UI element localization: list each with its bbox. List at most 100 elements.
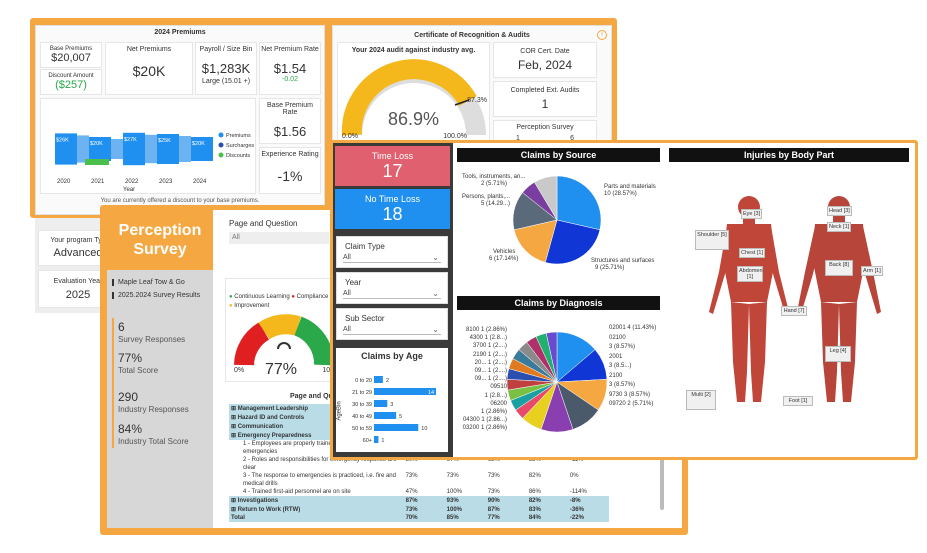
chevron-down-icon[interactable]: ⌄ bbox=[432, 325, 439, 334]
perception-gauge-min: 0% bbox=[234, 367, 245, 374]
body-abdomen[interactable]: Abdomen [1] bbox=[737, 266, 763, 282]
premium-year-2: 2022 bbox=[125, 179, 139, 185]
premium-bar-0[interactable] bbox=[55, 133, 77, 165]
table-cell-label: ⊞ Investigations bbox=[231, 498, 279, 504]
table-row[interactable]: Total 70% 85% 77% 84% -22% bbox=[229, 514, 609, 522]
table-cell-label: Total bbox=[231, 515, 245, 521]
body-chest[interactable]: Chest [1] bbox=[739, 248, 766, 258]
table-row[interactable]: clear bbox=[229, 464, 609, 472]
audit-gauge-max: 100.0% bbox=[443, 133, 467, 140]
body-shoulder[interactable]: Shoulder [5] bbox=[695, 230, 729, 250]
no-time-loss-card[interactable]: No Time Loss 18 bbox=[335, 189, 450, 229]
premium-bar-1[interactable] bbox=[89, 137, 111, 161]
net-premiums-card: Net Premiums $20K bbox=[105, 42, 193, 95]
premium-year-4: 2024 bbox=[193, 179, 207, 185]
claim-type-value[interactable]: All bbox=[343, 254, 441, 263]
premium-ribbon-2 bbox=[145, 134, 157, 164]
page-question-select[interactable]: All bbox=[229, 232, 329, 244]
body-back[interactable]: Back [8] bbox=[825, 260, 853, 276]
table-cell-value: -22% bbox=[569, 515, 584, 521]
premium-bar-3[interactable] bbox=[157, 134, 179, 164]
premium-bar-2[interactable] bbox=[123, 132, 145, 166]
age-bar-2[interactable] bbox=[374, 400, 388, 407]
body-leg[interactable]: Leg [4] bbox=[825, 346, 851, 362]
info-icon[interactable]: i bbox=[597, 30, 607, 40]
diag-label-right-8: 09720 2 (5.71%) bbox=[609, 401, 654, 407]
time-loss-card[interactable]: Time Loss 17 bbox=[335, 146, 450, 186]
table-cell-value: 83% bbox=[528, 506, 541, 513]
eval-label: Evaluation Year bbox=[53, 277, 103, 285]
year-value[interactable]: All bbox=[343, 290, 441, 299]
table-row[interactable]: medical drills bbox=[229, 480, 609, 488]
table-cell-value: 63% bbox=[487, 457, 500, 463]
table-cell-label: ⊞ Hazard ID and Controls bbox=[231, 415, 305, 421]
table-cell-value bbox=[486, 464, 527, 472]
program-value: Advanced bbox=[53, 247, 103, 259]
table-row[interactable]: 2 - Roles and responsibilities for emerg… bbox=[229, 456, 609, 464]
age-tick-4: 50 to 59 bbox=[352, 426, 372, 432]
bpr-value: $1.56 bbox=[273, 124, 307, 139]
diag-label-left-9: 06200 bbox=[490, 400, 507, 407]
age-tick-2: 30 to 39 bbox=[352, 402, 372, 408]
discount-segment bbox=[85, 159, 109, 165]
age-bar-3[interactable] bbox=[374, 412, 397, 419]
premium-ribbon-0 bbox=[77, 135, 89, 163]
body-hand[interactable]: Hand [7] bbox=[781, 306, 807, 316]
ext-card: Completed Ext. Audits 1 bbox=[493, 81, 597, 117]
table-row[interactable]: 1 - Employees are properly traine bbox=[229, 440, 609, 448]
source-slice-0[interactable] bbox=[556, 175, 602, 231]
body-multi[interactable]: Multi [2] bbox=[686, 390, 716, 410]
audit-gauge-target-label: 87.3% bbox=[467, 97, 487, 104]
exp-card: Experience Rating -1% bbox=[259, 147, 321, 194]
table-row[interactable]: emergencies bbox=[229, 448, 609, 456]
table-row[interactable]: ⊞ Investigations 87% 93% 90% 82% -8% bbox=[229, 496, 609, 505]
table-scrollbar[interactable] bbox=[660, 420, 664, 510]
table-cell-value bbox=[404, 480, 445, 488]
source-slice-2[interactable] bbox=[513, 219, 558, 263]
perception-title-2: Survey bbox=[133, 241, 187, 258]
age-bar-4[interactable] bbox=[374, 424, 419, 431]
perception-gauge-value: 77% bbox=[264, 361, 298, 378]
chevron-down-icon[interactable]: ⌄ bbox=[432, 289, 439, 298]
table-cell-label: 1 - Employees are properly traine bbox=[243, 441, 332, 447]
body-head[interactable]: Head [3] bbox=[827, 206, 852, 216]
body-arm[interactable]: Arm [1] bbox=[861, 266, 883, 276]
body-neck[interactable]: Neck [1] bbox=[827, 222, 852, 232]
diagnosis-pie bbox=[506, 331, 608, 433]
table-cell-value bbox=[445, 464, 486, 472]
diag-label-right-3: 2001 bbox=[609, 353, 623, 360]
age-tick-5: 60+ bbox=[363, 438, 372, 444]
source-slice-5[interactable] bbox=[534, 175, 558, 221]
sub-sector-value[interactable]: All bbox=[343, 326, 441, 335]
table-row[interactable]: 4 - Trained first-aid personnel are on s… bbox=[229, 488, 609, 496]
sub-sector-slicer[interactable]: Sub Sector All ⌄ bbox=[336, 308, 448, 340]
premiums-title: 2024 Premiums bbox=[154, 29, 206, 36]
age-bar-1[interactable] bbox=[374, 388, 436, 395]
questions-table-title: Page and Ques bbox=[290, 393, 341, 400]
diag-labels-left: 8100 1 (2.86%) 4300 1 (2.8...) 3700 1 (2..… bbox=[457, 326, 507, 433]
premium-legend-dot-1 bbox=[218, 142, 224, 148]
age-bar-5[interactable] bbox=[374, 436, 379, 443]
stat-3-value: 84% bbox=[118, 422, 143, 436]
body-foot[interactable]: Foot [1] bbox=[783, 396, 813, 406]
chevron-down-icon[interactable]: ⌄ bbox=[432, 253, 439, 262]
age-bar-0[interactable] bbox=[374, 376, 383, 383]
source-slice-1[interactable] bbox=[544, 219, 601, 265]
diag-label-left-3: 2190 1 (2....) bbox=[472, 351, 507, 358]
table-row[interactable]: ⊞ Return to Work (RTW) 73% 100% 87% 83% -36% bbox=[229, 505, 609, 514]
age-tick-1: 21 to 29 bbox=[352, 390, 372, 396]
diag-slice-16[interactable] bbox=[545, 331, 558, 383]
year-slicer[interactable]: Year All ⌄ bbox=[336, 272, 448, 304]
audit-title: Your 2024 audit against industry avg. bbox=[351, 47, 476, 54]
premium-legend-dot-0 bbox=[218, 132, 224, 138]
table-row[interactable]: 3 - The response to emergencies is pract… bbox=[229, 472, 609, 480]
body-eye[interactable]: Eye [3] bbox=[741, 209, 763, 219]
year-label: Year bbox=[345, 278, 362, 287]
payroll-value: $1,283K bbox=[201, 61, 251, 76]
claim-type-slicer[interactable]: Claim Type All ⌄ bbox=[336, 236, 448, 268]
diag-label-left-10: 1 (2.86%) bbox=[480, 409, 507, 416]
age-value-1: 14 bbox=[428, 390, 434, 396]
table-cell-value bbox=[527, 464, 568, 472]
table-cell-value: 85% bbox=[446, 515, 459, 521]
premium-bar-4[interactable] bbox=[191, 137, 213, 161]
